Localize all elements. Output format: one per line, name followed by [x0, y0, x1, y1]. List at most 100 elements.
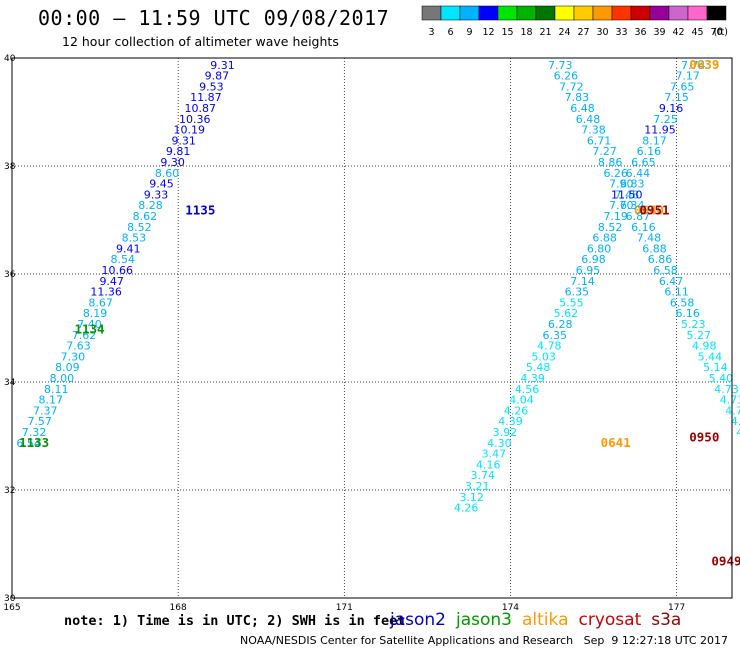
pass-time-label: 0949: [711, 554, 740, 569]
chart-subtitle: 12 hour collection of altimeter wave hei…: [62, 34, 339, 49]
x-tick-label: 168: [170, 603, 187, 613]
wave-height-point: 11.87: [190, 91, 222, 104]
wave-height-point: 10.36: [179, 113, 211, 126]
wave-height-point: 7.74: [681, 59, 706, 72]
wave-height-point: 7.62: [72, 329, 97, 342]
colorbar-label: 45: [691, 27, 703, 38]
wave-height-point: 4.04: [509, 394, 534, 407]
colorbar-label: 30: [596, 27, 608, 38]
wave-height-point: 11.36: [90, 286, 122, 299]
wave-height-point: 6.35: [543, 329, 568, 342]
wave-height-point: 6.28: [548, 318, 573, 331]
wave-height-point: 10.19: [173, 124, 205, 137]
wave-height-point: 9.16: [659, 102, 684, 115]
wave-height-point: 5.03: [531, 350, 556, 363]
pass-time-label: 0641: [601, 435, 631, 450]
colorbar-label: 12: [482, 27, 494, 38]
wave-height-point: 7.14: [570, 275, 595, 288]
wave-height-point: 9.33: [144, 188, 169, 201]
wave-height-point: 3.47: [482, 448, 507, 461]
wave-height-point: 6.34: [620, 199, 645, 212]
wave-height-point: 7.19: [603, 210, 628, 223]
wave-height-point: 9.31: [210, 59, 235, 72]
wave-height-point: 6.65: [631, 156, 656, 169]
wave-height-point: 7.48: [637, 232, 662, 245]
colorbar-label: 6: [447, 27, 453, 38]
legend-item-altika: altika: [522, 610, 569, 630]
wave-height-point: 4.78: [537, 340, 562, 353]
legend-item-cryosat: cryosat: [578, 610, 642, 630]
wave-height-point: 6.48: [570, 102, 595, 115]
wave-height-point: 7.65: [670, 80, 695, 93]
wave-height-point: 6.98: [581, 253, 606, 266]
wave-height-point: 4.39: [498, 415, 523, 428]
wave-height-point: 6.44: [626, 167, 651, 180]
wave-height-point: 7.25: [653, 113, 678, 126]
wave-height-point: 6.11: [664, 286, 689, 299]
colorbar-unit: (ft): [714, 27, 728, 38]
wave-height-point: 4.77: [725, 404, 740, 417]
wave-height-point: 7.37: [33, 404, 58, 417]
wave-height-point: 4.56: [515, 383, 540, 396]
wave-height-point: 4.61: [736, 426, 740, 439]
wave-height-point: 7.90: [609, 178, 634, 191]
wave-height-point: 6.54: [16, 437, 41, 450]
wave-height-point: 7.57: [27, 415, 52, 428]
wave-height-point: 9.87: [205, 70, 230, 83]
wave-height-point: 6.26: [603, 167, 628, 180]
colorbar-label: 36: [634, 27, 646, 38]
wave-height-point: 4.26: [504, 404, 529, 417]
wave-height-point: 9.81: [166, 145, 191, 158]
wave-height-point: 6.71: [587, 134, 612, 147]
wave-height-point: 4.78: [731, 415, 740, 428]
wave-height-point: 8.17: [39, 394, 64, 407]
wave-height-point: 8.60: [155, 167, 180, 180]
wave-height-point: 6.83: [620, 178, 645, 191]
wave-height-point: 8.53: [122, 232, 147, 245]
wave-height-point: 8.09: [55, 361, 80, 374]
wave-height-point: 4.26: [454, 502, 479, 515]
wave-height-point: 6.95: [576, 264, 601, 277]
wave-height-point: 6.47: [659, 275, 684, 288]
wave-height-point: 5.55: [559, 296, 584, 309]
wave-height-point: 7.73: [548, 59, 573, 72]
colorbar-label: 70: [710, 27, 722, 38]
colorbar-label: 27: [577, 27, 589, 38]
colorbar-label: 24: [558, 27, 570, 38]
wave-height-point: 5.44: [698, 350, 723, 363]
wave-height-point: 7.70: [609, 199, 634, 212]
wave-height-point: 7.48: [615, 188, 640, 201]
wave-height-point: 6.88: [642, 242, 667, 255]
wave-height-point: 11.95: [644, 124, 676, 137]
legend-item-s3a: s3a: [651, 610, 682, 630]
wave-height-point: 6.80: [587, 242, 612, 255]
wave-height-point: 3.12: [459, 491, 484, 504]
pass-time-label: 1135: [185, 203, 215, 218]
pass-time-label: 1133: [19, 435, 49, 450]
wave-height-point: 7.38: [581, 124, 606, 137]
pass-time-label: 0950: [689, 429, 719, 444]
colorbar-label: 15: [501, 27, 513, 38]
wave-height-point: 9.53: [199, 80, 224, 93]
wave-height-point: 9.47: [99, 275, 124, 288]
wave-height-point: 8.00: [50, 372, 75, 385]
wave-height-point: 5.62: [554, 307, 579, 320]
colorbar-swatch: [706, 5, 727, 21]
x-tick-label: 165: [3, 603, 20, 613]
colorbar: 3 6 9 12 15 18 21 24 27 30 33 36 39 42 45 70(ft): [421, 5, 728, 38]
wave-height-point: 4.16: [476, 458, 501, 471]
wave-height-point: 6.16: [631, 221, 656, 234]
wave-height-point: 6.35: [565, 286, 590, 299]
colorbar-label: 39: [653, 27, 665, 38]
y-tick-label: 38: [4, 162, 16, 172]
wave-height-point: 8.86: [598, 156, 623, 169]
wave-height-point: 7.30: [61, 350, 86, 363]
y-tick-label: 30: [4, 594, 16, 604]
chart-title: 00:00 – 11:59 UTC 09/08/2017: [38, 6, 390, 30]
wave-height-point: 4.98: [692, 340, 717, 353]
wave-height-point: 7.40: [77, 318, 102, 331]
y-tick-label: 34: [4, 378, 16, 388]
wave-height-point: 6.16: [637, 145, 662, 158]
wave-height-point: 5.40: [709, 372, 734, 385]
